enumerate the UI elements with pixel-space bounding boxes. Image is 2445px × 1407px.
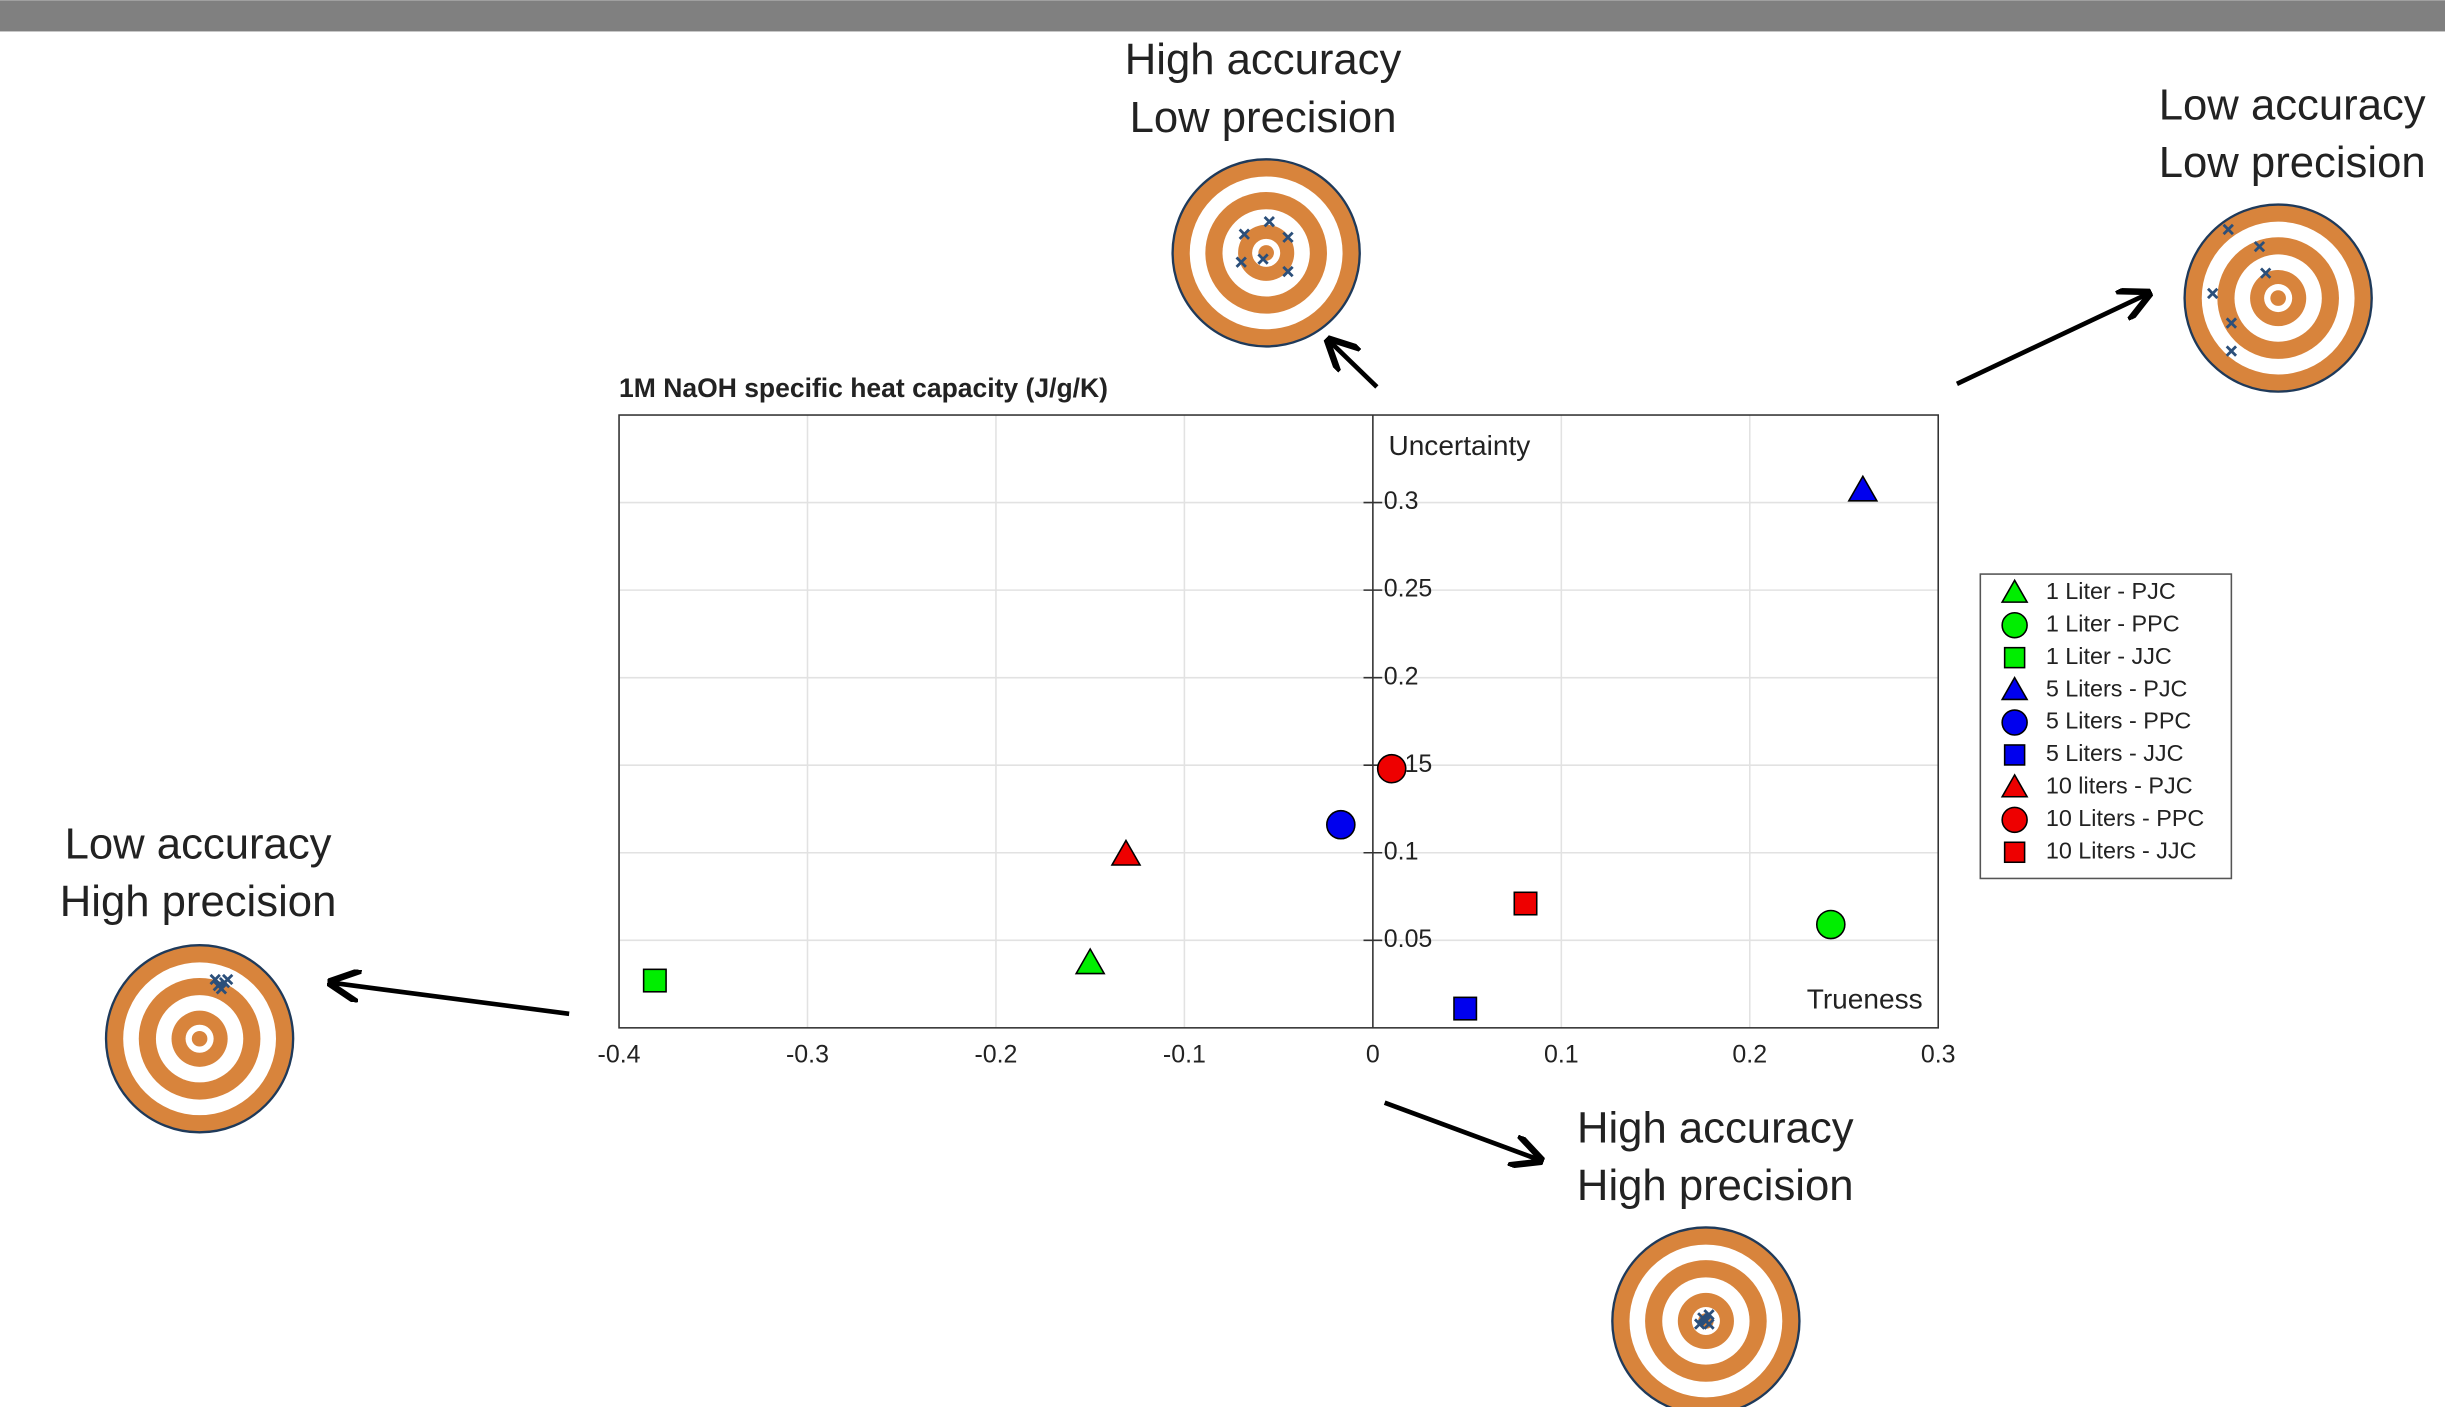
annotation-text: Low precision <box>2159 138 2426 187</box>
y-axis-label: Uncertainty <box>1388 430 1530 461</box>
legend-label: 10 liters - PJC <box>2046 773 2193 799</box>
y-tick-label: 0.25 <box>1384 575 1433 603</box>
chart-title: 1M NaOH specific heat capacity (J/g/K) <box>619 373 1108 403</box>
legend-label: 1 Liter - PPC <box>2046 610 2180 636</box>
marker-square <box>1454 997 1476 1019</box>
marker-square <box>2005 648 2025 668</box>
annotation-text: High precision <box>60 877 337 926</box>
x-tick-label: 0.1 <box>1544 1040 1579 1068</box>
marker-square <box>644 969 666 991</box>
marker-square <box>1514 892 1536 914</box>
x-tick-label: 0.2 <box>1732 1040 1767 1068</box>
x-tick-label: -0.3 <box>786 1040 829 1068</box>
x-axis-label: Trueness <box>1807 984 1923 1015</box>
marker-circle <box>2002 807 2027 832</box>
target-ring <box>2270 290 2286 306</box>
y-tick-label: 0.1 <box>1384 837 1419 865</box>
marker-circle <box>1378 755 1406 783</box>
x-tick-label: -0.4 <box>598 1040 641 1068</box>
annotation-text: High accuracy <box>1125 35 1402 84</box>
plot-frame <box>619 415 1938 1028</box>
legend-label: 5 Liters - JJC <box>2046 740 2184 766</box>
marker-triangle <box>1849 476 1877 501</box>
legend-label: 5 Liters - PPC <box>2046 708 2192 734</box>
marker-circle <box>2002 613 2027 638</box>
arrow <box>331 983 570 1014</box>
legend-label: 5 Liters - PJC <box>2046 675 2188 701</box>
legend-label: 10 Liters - JJC <box>2046 837 2197 863</box>
annotation-text: Low accuracy <box>2159 80 2426 129</box>
annotation-text: Low precision <box>1130 93 1397 142</box>
target-icon <box>1612 1227 1799 1407</box>
target-icon <box>106 945 293 1132</box>
y-tick-label: 0.2 <box>1384 662 1419 690</box>
y-tick-label: 0.3 <box>1384 487 1419 515</box>
chart: 1M NaOH specific heat capacity (J/g/K) -… <box>0 0 2445 1407</box>
header-bar <box>0 0 2445 31</box>
marker-circle <box>1817 911 1845 939</box>
annotation-text: Low accuracy <box>65 819 332 868</box>
target-ring <box>192 1031 208 1047</box>
marker-square <box>2005 745 2025 765</box>
arrow <box>1957 293 2149 383</box>
marker-circle <box>2002 710 2027 735</box>
x-tick-label: 0 <box>1366 1040 1380 1068</box>
annotation-text: High accuracy <box>1577 1103 1854 1152</box>
x-tick-label: -0.1 <box>1163 1040 1206 1068</box>
marker-square <box>2005 842 2025 862</box>
marker-circle <box>1327 811 1355 839</box>
legend-label: 1 Liter - JJC <box>2046 643 2172 669</box>
arrow <box>1329 340 1377 387</box>
marker-triangle <box>1076 949 1104 974</box>
target-icon <box>2185 205 2372 392</box>
legend-label: 10 Liters - PPC <box>2046 805 2205 831</box>
arrow <box>1385 1103 1541 1161</box>
target-icon <box>1173 159 1360 346</box>
y-tick-label: 0.05 <box>1384 925 1433 953</box>
x-tick-label: 0.3 <box>1921 1040 1956 1068</box>
x-tick-label: -0.2 <box>974 1040 1017 1068</box>
legend-label: 1 Liter - PJC <box>2046 578 2176 604</box>
annotation-text: High precision <box>1577 1161 1854 1210</box>
